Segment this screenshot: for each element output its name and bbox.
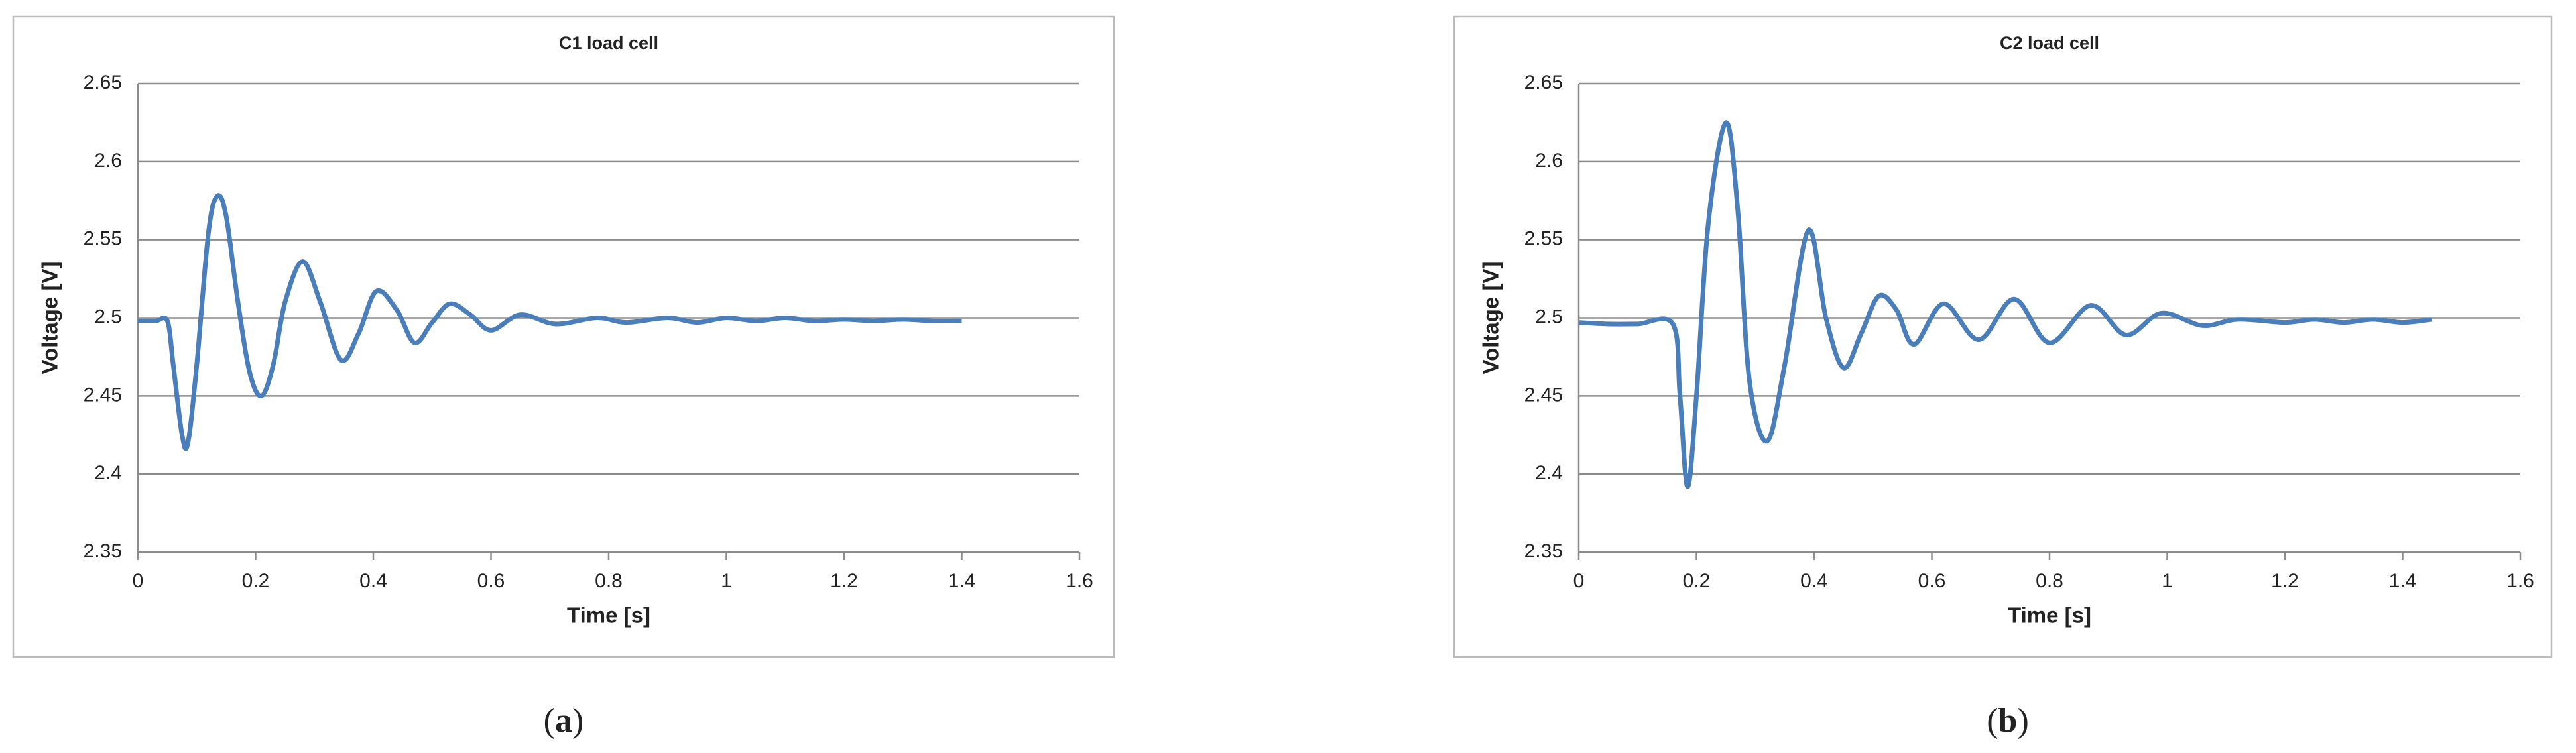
y-tick-label: 2.45 [84, 384, 122, 406]
y-tick-label: 2.35 [84, 540, 122, 562]
x-tick-label: 0.2 [1683, 570, 1711, 592]
x-tick-label: 0.8 [595, 570, 623, 592]
x-tick-label: 0.6 [477, 570, 505, 592]
x-tick-label: 0.6 [1918, 570, 1946, 592]
caption-part: a [555, 702, 572, 740]
chart-title: C1 load cell [559, 33, 658, 53]
x-axis-title: Time [s] [567, 603, 650, 628]
x-tick-label: 1.2 [830, 570, 858, 592]
y-axis-title: Voltage [V] [1479, 262, 1503, 375]
caption-part: ( [544, 702, 555, 740]
y-tick-label: 2.5 [1535, 306, 1563, 327]
chart-title: C2 load cell [2000, 33, 2099, 53]
x-tick-label: 1.4 [948, 570, 976, 592]
y-axis-title: Voltage [V] [38, 262, 62, 375]
chart-frame [12, 15, 1115, 658]
x-tick-label: 1 [721, 570, 732, 592]
y-tick-label: 2.55 [84, 228, 122, 250]
data-line [1578, 120, 2433, 489]
x-tick-label: 0.8 [2036, 570, 2063, 592]
caption: (b) [1987, 702, 2029, 740]
y-tick-label: 2.65 [84, 72, 122, 93]
caption-part: ( [1987, 702, 1998, 740]
y-tick-label: 2.4 [1535, 462, 1563, 484]
x-tick-label: 0 [133, 570, 144, 592]
x-tick-label: 0.2 [242, 570, 270, 592]
y-tick-label: 2.55 [1524, 228, 1563, 250]
y-tick-label: 2.6 [94, 150, 122, 172]
caption-part: ) [2017, 702, 2028, 740]
y-tick-label: 2.4 [94, 462, 122, 484]
x-tick-label: 0.4 [1800, 570, 1828, 592]
y-tick-label: 2.35 [1524, 540, 1563, 562]
x-tick-label: 1.2 [2271, 570, 2299, 592]
caption-part: b [1998, 702, 2018, 740]
x-tick-label: 1.4 [2389, 570, 2417, 592]
y-tick-label: 2.5 [94, 306, 122, 327]
x-tick-label: 1.6 [2506, 570, 2534, 592]
x-tick-label: 1.6 [1066, 570, 1093, 592]
x-tick-label: 0.4 [359, 570, 387, 592]
x-tick-label: 1 [2162, 570, 2173, 592]
x-tick-label: 0 [1573, 570, 1585, 592]
y-tick-label: 2.45 [1524, 384, 1563, 406]
data-line [138, 193, 962, 451]
caption: (a) [544, 702, 584, 740]
y-tick-label: 2.6 [1535, 150, 1563, 172]
chart-frame [1453, 15, 2553, 658]
caption-part: ) [572, 702, 583, 740]
y-tick-label: 2.65 [1524, 72, 1563, 93]
x-axis-title: Time [s] [2008, 603, 2091, 628]
